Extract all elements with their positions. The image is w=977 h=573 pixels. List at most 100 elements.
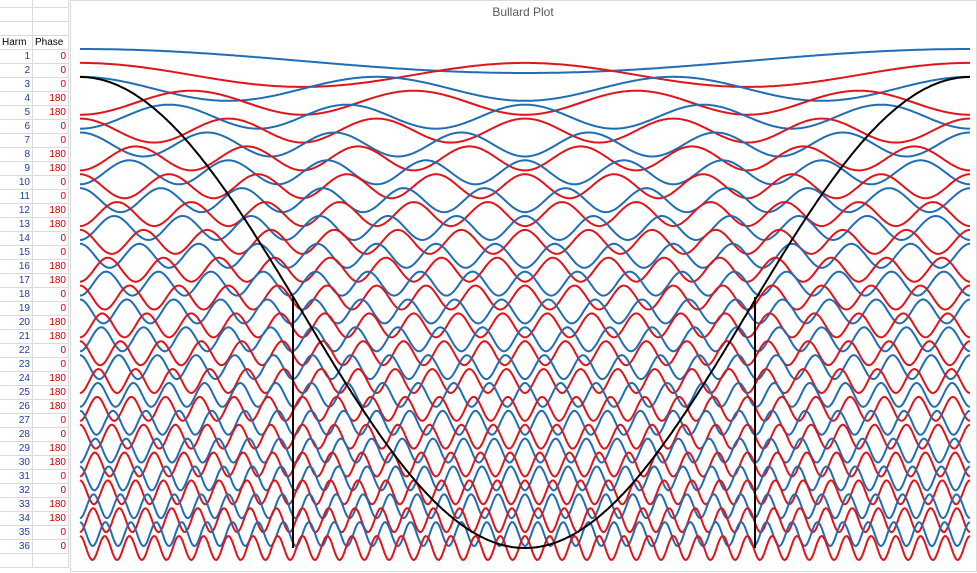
harm-cell: 36 — [0, 540, 33, 554]
harm-cell: 30 — [0, 456, 33, 470]
harmonic-curve — [79, 451, 971, 478]
phase-cell: 0 — [33, 344, 69, 358]
harm-cell: 8 — [0, 148, 33, 162]
empty-cell — [33, 22, 69, 36]
harm-cell: 26 — [0, 400, 33, 414]
spreadsheet: Harm Phase 1 0 2 0 3 0 4 180 5 180 6 0 7 0 8 180 9 180 10 0 11… — [0, 0, 70, 573]
phase-cell: 0 — [33, 428, 69, 442]
phase-cell: 180 — [33, 386, 69, 400]
harmonic-curve — [79, 284, 971, 311]
harmonic-curve — [79, 326, 971, 353]
harm-cell: 23 — [0, 358, 33, 372]
harm-cell: 31 — [0, 470, 33, 484]
phase-cell: 180 — [33, 204, 69, 218]
harm-cell: 35 — [0, 526, 33, 540]
chart: Bullard Plot — [70, 0, 977, 572]
phase-cell: 0 — [33, 78, 69, 92]
harm-cell: 7 — [0, 134, 33, 148]
harm-cell: 29 — [0, 442, 33, 456]
harmonic-curve — [79, 340, 971, 367]
phase-cell: 0 — [33, 484, 69, 498]
harm-cell: 19 — [0, 302, 33, 316]
harmonic-curve — [79, 256, 971, 283]
phase-cell: 180 — [33, 372, 69, 386]
harmonic-curve — [79, 354, 971, 381]
harmonic-curve — [79, 423, 971, 450]
phase-cell: 0 — [33, 64, 69, 78]
harm-cell: 1 — [0, 50, 33, 64]
phase-cell: 0 — [33, 176, 69, 190]
harm-cell: 24 — [0, 372, 33, 386]
header-cell: Phase — [33, 36, 69, 50]
phase-cell: 180 — [33, 162, 69, 176]
phase-cell: 0 — [33, 414, 69, 428]
phase-cell: 0 — [33, 358, 69, 372]
harm-cell: 20 — [0, 316, 33, 330]
harm-cell: 33 — [0, 498, 33, 512]
harmonic-curve — [80, 159, 970, 186]
harmonic-curve — [79, 437, 971, 464]
harm-cell: 18 — [0, 288, 33, 302]
harm-cell: 28 — [0, 428, 33, 442]
harm-cell: 27 — [0, 414, 33, 428]
chart-title: Bullard Plot — [492, 5, 554, 19]
harmonic-curve — [80, 131, 970, 158]
phase-cell: 180 — [33, 316, 69, 330]
harmonic-curve — [80, 89, 970, 116]
phase-cell: 180 — [33, 218, 69, 232]
empty-cell — [33, 0, 69, 8]
empty-cell — [0, 0, 33, 8]
phase-cell: 0 — [33, 120, 69, 134]
harmonic-curve — [80, 117, 970, 144]
phase-cell: 180 — [33, 148, 69, 162]
harm-cell: 10 — [0, 176, 33, 190]
harm-cell: 11 — [0, 190, 33, 204]
harmonic-curve — [79, 534, 971, 562]
harmonic-curve — [79, 228, 971, 255]
harmonic-curve — [79, 214, 971, 242]
phase-cell: 180 — [33, 442, 69, 456]
phase-cell: 0 — [33, 470, 69, 484]
harm-cell: 16 — [0, 260, 33, 274]
harmonic-curve — [79, 103, 971, 130]
harmonic-curve — [79, 312, 971, 339]
phase-cell: 0 — [33, 302, 69, 316]
harm-cell: 2 — [0, 64, 33, 78]
harm-cell: 12 — [0, 204, 33, 218]
phase-cell: 180 — [33, 92, 69, 106]
harmonic-curve — [79, 173, 971, 200]
harmonic-curve — [80, 145, 970, 172]
harm-cell: 9 — [0, 162, 33, 176]
phase-cell: 0 — [33, 134, 69, 148]
phase-cell: 180 — [33, 400, 69, 414]
harmonic-curve — [79, 242, 971, 269]
phase-cell: 0 — [33, 526, 69, 540]
harm-cell: 15 — [0, 246, 33, 260]
empty-cell — [0, 554, 33, 568]
phase-cell: 0 — [33, 288, 69, 302]
phase-cell: 180 — [33, 498, 69, 512]
phase-cell: 0 — [33, 232, 69, 246]
harm-cell: 4 — [0, 92, 33, 106]
empty-cell — [0, 8, 33, 22]
empty-cell — [33, 8, 69, 22]
empty-cell — [0, 22, 33, 36]
harm-cell: 21 — [0, 330, 33, 344]
harm-cell: 5 — [0, 106, 33, 120]
harmonic-curve — [79, 201, 971, 228]
phase-cell: 180 — [33, 330, 69, 344]
harm-cell: 6 — [0, 120, 33, 134]
harm-cell: 22 — [0, 344, 33, 358]
harmonic-curve — [79, 479, 971, 506]
header-cell: Harm — [0, 36, 33, 50]
harmonic-curve — [79, 465, 971, 492]
harm-cell: 25 — [0, 386, 33, 400]
phase-cell: 180 — [33, 512, 69, 526]
harmonic-curve — [79, 520, 971, 548]
harm-cell: 3 — [0, 78, 33, 92]
phase-cell: 180 — [33, 106, 69, 120]
phase-cell: 180 — [33, 274, 69, 288]
phase-cell: 180 — [33, 456, 69, 470]
harmonic-curve — [79, 395, 971, 422]
